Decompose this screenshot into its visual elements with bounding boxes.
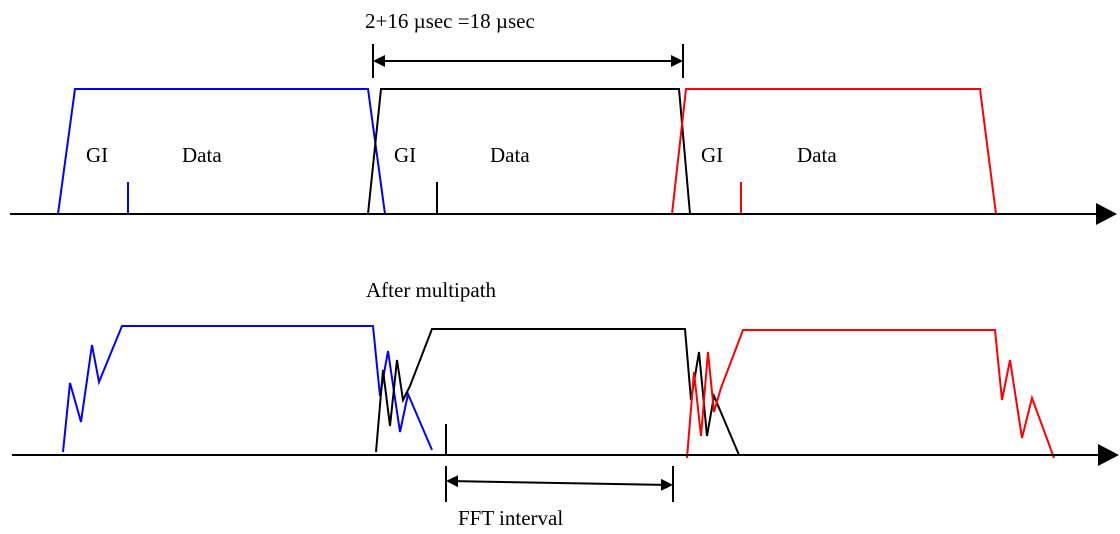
gi-label-1: GI: [86, 143, 108, 167]
data-label-3: Data: [797, 143, 837, 167]
duration-label: 2+16 µsec =18 µsec: [365, 9, 535, 33]
gi-label-3: GI: [701, 143, 723, 167]
bottom-row: After multipath FFT interval: [12, 278, 1119, 530]
symbol-2-multipath-pulse: [375, 328, 740, 456]
top-row: 2+16 µsec =18 µsec GI Data GI Data GI Da…: [10, 9, 1117, 225]
symbol-3-multipath-pulse: [686, 329, 1055, 459]
gi-label-2: GI: [394, 143, 416, 167]
time-axis-top-arrowhead: [1096, 203, 1117, 225]
symbol-1-multipath-pulse: [62, 325, 433, 453]
symbol-3-pulse: [671, 88, 997, 215]
symbol-1-pulse: [57, 88, 386, 215]
data-label-2: Data: [490, 143, 530, 167]
symbol-2-pulse: [367, 88, 691, 215]
fft-interval-arrow: [446, 475, 673, 491]
fft-interval-label: FFT interval: [458, 506, 563, 530]
data-label-1: Data: [182, 143, 222, 167]
time-axis-bottom-arrowhead: [1098, 444, 1119, 466]
after-multipath-label: After multipath: [366, 278, 497, 302]
